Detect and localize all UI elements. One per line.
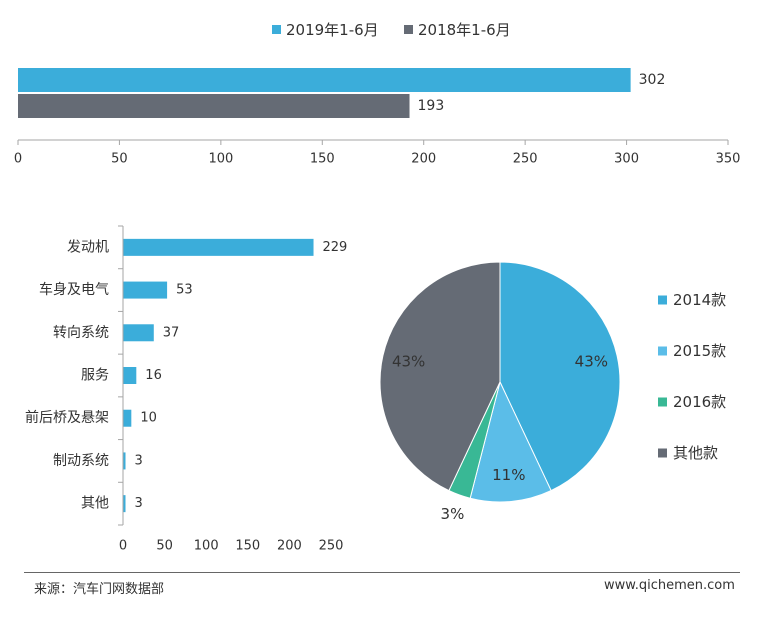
bar-2 [123, 324, 154, 342]
x-tick-label-6: 300 [614, 152, 639, 167]
pie-slice-0 [499, 261, 621, 492]
bar-0 [18, 68, 631, 92]
pie-legend-label-1: 2015款 [673, 342, 726, 360]
source-note: 来源：汽车门网数据部 [34, 582, 165, 597]
legend-label-1: 2018年1-6月 [418, 21, 511, 39]
category-label-6: 其他 [81, 496, 109, 512]
x-tick-label-0: 0 [14, 152, 22, 167]
pie-slice-1 [469, 380, 552, 503]
x-tick-label-7: 350 [716, 152, 741, 167]
legend-swatch-1 [404, 25, 413, 34]
pie-value-label-3: 43% [392, 353, 425, 371]
data-label-6: 3 [134, 496, 142, 511]
pie-value-label-2: 3% [441, 505, 465, 523]
bar-4 [123, 409, 132, 427]
category-label-3: 服务 [81, 368, 109, 384]
pie-value-label-1: 11% [492, 466, 525, 484]
pie-legend-label-2: 2016款 [673, 393, 726, 411]
pie-slice-3 [379, 261, 501, 492]
bar-5 [123, 452, 126, 470]
category-label-2: 转向系统 [53, 325, 109, 341]
data-label-4: 10 [140, 411, 157, 426]
x-tick-label-4: 200 [277, 539, 302, 554]
x-tick-label-3: 150 [235, 539, 260, 554]
category-label-0: 发动机 [67, 239, 109, 255]
top-chart-legend: 2019年1-6月 2018年1-6月 [272, 21, 511, 39]
category-label-5: 制动系统 [53, 453, 109, 469]
category-chart: 发动机 229 车身及电气 53 转向系统 37 服务 16 前后桥及悬架 10 制动系统 3 其他 3 0… [25, 225, 348, 554]
pie-legend-swatch-1 [658, 346, 667, 356]
pie-legend-swatch-3 [658, 448, 667, 458]
legend-swatch-0 [272, 25, 281, 34]
pie-value-label-0: 43% [575, 353, 608, 371]
pie-legend-swatch-2 [658, 397, 667, 407]
top-chart: 2019年1-6月 2018年1-6月 302 193 0 50 100 150 200 250 3… [14, 21, 741, 167]
pie-legend-swatch-0 [658, 295, 667, 305]
x-tick-label-1: 50 [111, 152, 128, 167]
category-label-4: 前后桥及悬架 [25, 409, 109, 426]
bar-0 [123, 238, 314, 256]
pie-legend-label-3: 其他款 [673, 444, 718, 462]
data-label-1: 53 [176, 283, 193, 298]
data-label-0: 229 [323, 240, 348, 255]
data-label-3: 16 [145, 368, 162, 383]
bar-1 [18, 94, 410, 118]
website-url: www.qichemen.com [604, 578, 735, 593]
x-tick-label-0: 0 [119, 539, 127, 554]
legend-label-0: 2019年1-6月 [286, 21, 379, 39]
x-tick-label-3: 150 [310, 152, 335, 167]
bar-6 [123, 495, 126, 513]
data-label-0: 302 [639, 72, 666, 88]
bar-1 [123, 281, 168, 299]
x-tick-label-1: 50 [156, 539, 173, 554]
x-tick-label-5: 250 [319, 539, 344, 554]
x-tick-label-5: 250 [513, 152, 538, 167]
data-label-2: 37 [163, 325, 180, 340]
bar-3 [123, 367, 137, 384]
data-label-5: 3 [134, 453, 142, 468]
x-tick-label-2: 100 [194, 539, 219, 554]
x-tick-label-2: 100 [208, 152, 233, 167]
data-label-1: 193 [418, 98, 445, 114]
x-tick-label-4: 200 [411, 152, 436, 167]
pie-legend-label-0: 2014款 [673, 291, 726, 309]
footer-divider [24, 572, 740, 573]
category-label-1: 车身及电气 [39, 281, 109, 298]
